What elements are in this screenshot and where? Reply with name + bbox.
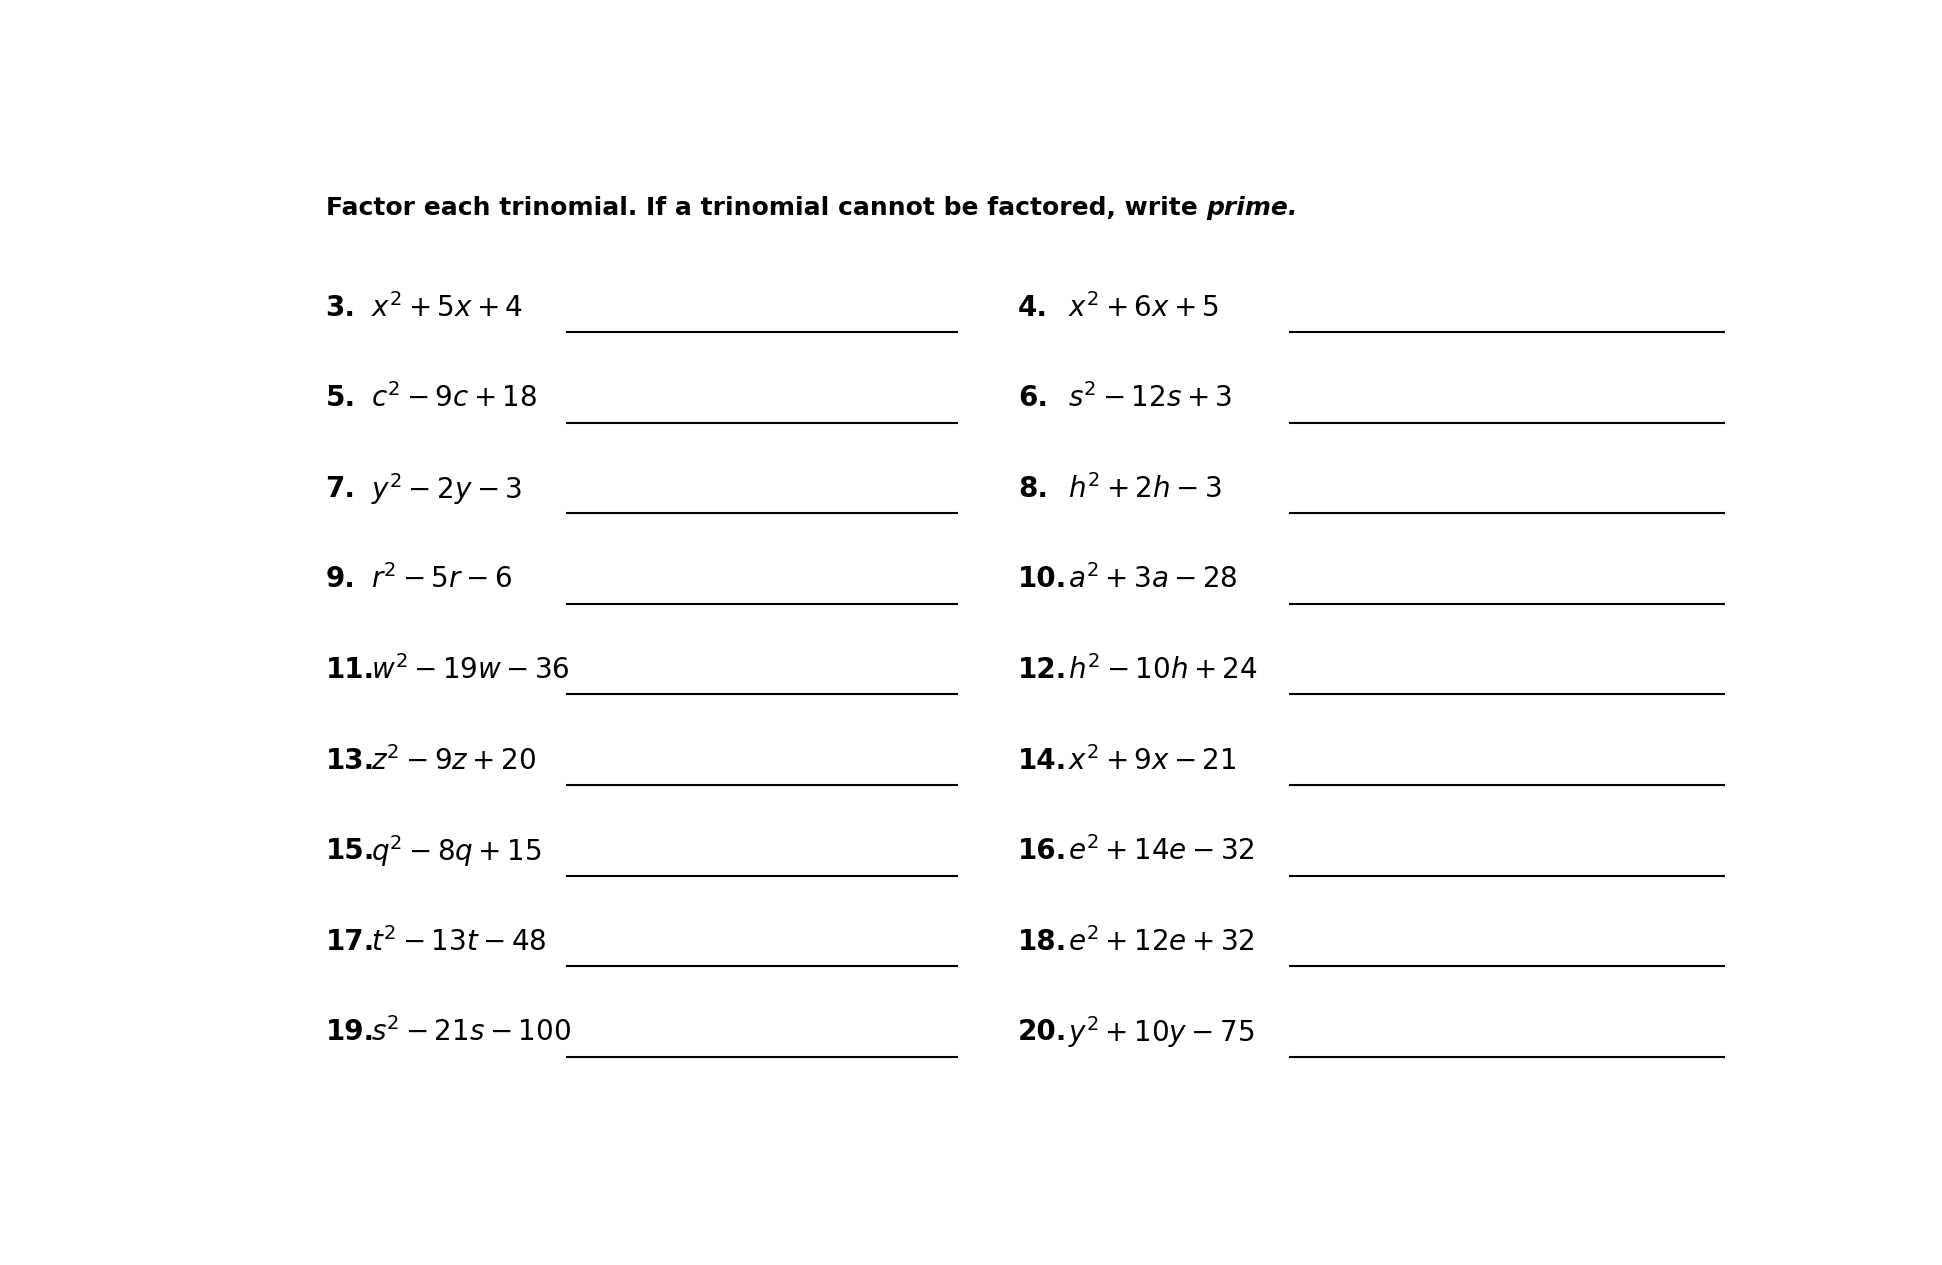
Text: 5.: 5. (326, 385, 355, 412)
Text: $t^2 - 13t - 48$: $t^2 - 13t - 48$ (371, 927, 546, 956)
Text: 17.: 17. (326, 927, 375, 956)
Text: 15.: 15. (326, 837, 375, 865)
Text: $x^2 + 5x + 4$: $x^2 + 5x + 4$ (371, 292, 522, 323)
Text: prime.: prime. (1206, 196, 1297, 220)
Text: $y^2 + 10y - 75$: $y^2 + 10y - 75$ (1068, 1015, 1255, 1050)
Text: 13.: 13. (326, 746, 375, 774)
Text: 4.: 4. (1018, 293, 1049, 321)
Text: $h^2 + 2h - 3$: $h^2 + 2h - 3$ (1068, 474, 1222, 503)
Text: $s^2 - 12s + 3$: $s^2 - 12s + 3$ (1068, 383, 1231, 414)
Text: 8.: 8. (1018, 474, 1049, 502)
Text: $h^2 - 10h + 24$: $h^2 - 10h + 24$ (1068, 655, 1256, 684)
Text: 20.: 20. (1018, 1018, 1068, 1046)
Text: 6.: 6. (1018, 385, 1049, 412)
Text: $z^2 - 9z + 20$: $z^2 - 9z + 20$ (371, 745, 536, 775)
Text: $x^2 + 9x - 21$: $x^2 + 9x - 21$ (1068, 745, 1235, 775)
Text: 16.: 16. (1018, 837, 1066, 865)
Text: 10.: 10. (1018, 565, 1066, 593)
Text: 3.: 3. (326, 293, 355, 321)
Text: $x^2 + 6x + 5$: $x^2 + 6x + 5$ (1068, 292, 1218, 323)
Text: 14.: 14. (1018, 746, 1066, 774)
Text: $q^2 - 8q + 15$: $q^2 - 8q + 15$ (371, 834, 542, 869)
Text: $y^2 - 2y - 3$: $y^2 - 2y - 3$ (371, 471, 522, 507)
Text: $a^2 + 3a - 28$: $a^2 + 3a - 28$ (1068, 564, 1237, 595)
Text: 19.: 19. (326, 1018, 375, 1046)
Text: $c^2 - 9c + 18$: $c^2 - 9c + 18$ (371, 383, 536, 414)
Text: 7.: 7. (326, 474, 355, 502)
Text: $w^2 - 19w - 36$: $w^2 - 19w - 36$ (371, 655, 569, 684)
Text: $r^2 - 5r - 6$: $r^2 - 5r - 6$ (371, 564, 511, 595)
Text: 9.: 9. (326, 565, 355, 593)
Text: 18.: 18. (1018, 927, 1066, 956)
Text: $s^2 - 21s - 100$: $s^2 - 21s - 100$ (371, 1017, 571, 1047)
Text: $e^2 + 12e + 32$: $e^2 + 12e + 32$ (1068, 927, 1255, 956)
Text: Factor each trinomial. If a trinomial cannot be factored, write: Factor each trinomial. If a trinomial ca… (326, 196, 1206, 220)
Text: 12.: 12. (1018, 657, 1066, 684)
Text: $e^2 + 14e - 32$: $e^2 + 14e - 32$ (1068, 836, 1255, 867)
Text: 11.: 11. (326, 657, 375, 684)
